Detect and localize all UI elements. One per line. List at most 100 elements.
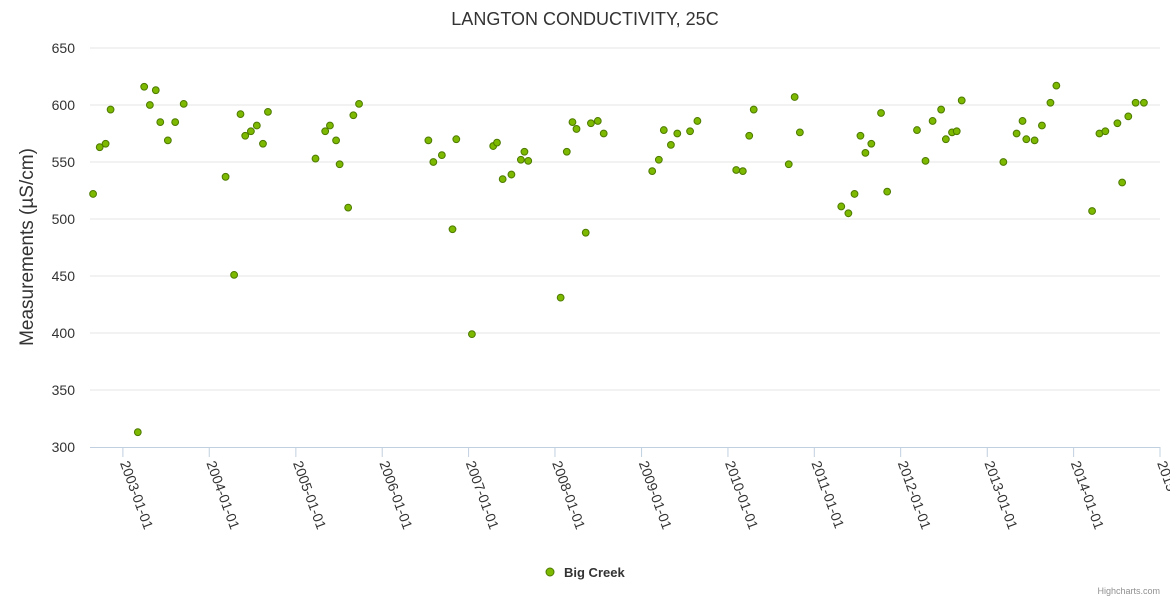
data-point[interactable] [877,109,885,117]
y-axis-ticks: 300 350 400 450 500 550 600 650 [52,40,76,455]
data-point[interactable] [516,155,525,164]
data-point[interactable] [1140,98,1148,107]
data-point[interactable] [1012,129,1021,138]
data-point[interactable] [493,138,501,147]
data-point[interactable] [686,127,694,136]
data-point[interactable] [163,136,172,145]
data-point[interactable] [429,158,438,166]
data-point[interactable] [1018,117,1027,125]
data-point[interactable] [556,293,565,302]
x-tick-label: 2004-01-01 [203,459,243,532]
data-point[interactable] [999,158,1008,166]
data-point[interactable] [355,99,363,108]
data-point[interactable] [867,139,876,148]
data-point[interactable] [520,147,529,156]
data-point[interactable] [448,225,457,234]
data-point[interactable] [648,167,657,176]
data-point[interactable] [790,93,799,101]
data-point[interactable] [424,136,433,145]
data-point[interactable] [562,147,571,156]
data-point[interactable] [856,131,865,140]
data-point[interactable] [179,99,188,108]
data-point[interactable] [844,209,853,218]
data-point[interactable] [1124,112,1133,121]
data-point[interactable] [957,96,966,105]
data-point[interactable] [1030,136,1039,145]
data-point[interactable] [145,101,154,109]
data-point[interactable] [952,127,961,136]
data-point[interactable] [171,118,180,126]
data-point[interactable] [593,117,602,125]
data-point[interactable] [264,107,272,116]
data-point[interactable] [252,121,261,130]
data-point[interactable] [524,156,533,165]
data-point[interactable] [654,155,663,164]
data-point[interactable] [156,118,165,126]
data-point[interactable] [1052,81,1061,90]
data-point[interactable] [133,428,142,437]
data-point[interactable] [667,141,675,149]
data-point[interactable] [247,127,255,136]
data-point[interactable] [568,118,577,126]
data-point[interactable] [732,166,741,174]
data-point[interactable] [861,148,870,157]
data-point[interactable] [344,203,353,212]
data-point[interactable] [335,160,344,169]
data-point[interactable] [507,170,516,179]
data-point[interactable] [468,330,476,339]
data-point[interactable] [1113,119,1122,128]
data-point[interactable] [140,82,149,91]
data-point[interactable] [452,135,461,144]
data-point[interactable] [326,121,334,130]
data-point[interactable] [1022,135,1031,144]
data-point[interactable] [572,125,581,133]
data-point[interactable] [1101,127,1110,136]
data-point[interactable] [587,119,595,128]
data-point[interactable] [321,127,330,136]
data-point[interactable] [236,110,245,119]
data-point[interactable] [745,131,754,140]
x-tick-label: 2009-01-01 [636,459,676,532]
data-point[interactable] [659,126,668,134]
data-point[interactable] [599,129,608,138]
legend[interactable]: Big Creek [545,565,625,580]
legend-item-big-creek[interactable]: Big Creek [564,565,625,580]
data-point[interactable] [259,139,267,148]
data-point[interactable] [332,136,340,145]
data-point[interactable] [1131,98,1140,107]
data-point[interactable] [581,228,590,237]
legend-marker[interactable] [545,567,555,577]
data-point[interactable] [673,129,682,138]
data-point[interactable] [437,151,446,160]
data-point[interactable] [95,143,104,152]
data-point[interactable] [349,111,358,120]
data-point[interactable] [941,135,950,144]
data-point[interactable] [784,160,793,169]
data-point[interactable] [1046,98,1055,107]
data-point[interactable] [230,270,239,279]
data-point[interactable] [241,131,250,140]
data-point[interactable] [937,105,946,114]
data-point[interactable] [693,117,702,125]
data-point[interactable] [1088,207,1096,215]
data-point[interactable] [311,154,320,163]
data-point[interactable] [921,156,930,165]
data-point[interactable] [1118,178,1127,187]
data-point[interactable] [850,190,859,198]
data-point[interactable] [913,126,921,134]
data-point[interactable] [749,105,758,114]
data-point[interactable] [101,139,110,148]
data-point[interactable] [106,105,115,114]
credits-link[interactable]: Highcharts.com [1097,586,1160,596]
data-point[interactable] [738,167,747,176]
data-point[interactable] [1038,121,1046,130]
data-point[interactable] [795,128,804,137]
data-point[interactable] [883,187,892,196]
data-point[interactable] [498,175,507,184]
data-point[interactable] [837,202,846,211]
data-point[interactable] [89,190,97,198]
data-point[interactable] [928,117,937,125]
data-point[interactable] [151,86,160,95]
data-point[interactable] [221,172,230,181]
